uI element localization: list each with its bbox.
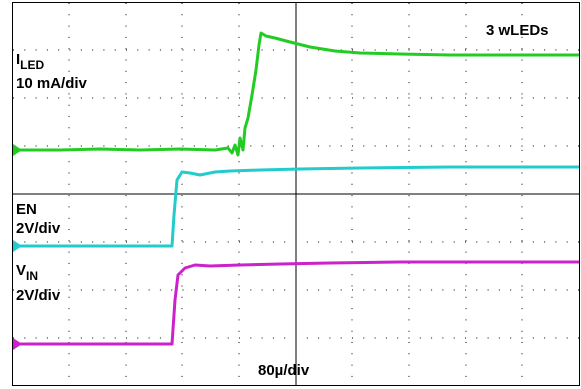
enable-trace <box>13 165 579 248</box>
channel-marker <box>13 144 22 156</box>
symbol: V <box>16 262 26 279</box>
time-scale: 80µ/div <box>258 362 310 379</box>
annotation: 3 wLEDs <box>486 22 549 39</box>
channel-marker <box>13 338 22 350</box>
channel-label: ILED <box>16 51 45 72</box>
channel-marker <box>13 240 22 252</box>
channel-scale: 2V/div <box>16 287 61 304</box>
channel-label: VIN <box>16 262 38 283</box>
input-voltage-trace <box>13 260 579 346</box>
channel-label: EN <box>16 201 37 218</box>
subscript: LED <box>20 58 44 72</box>
channel-scale: 10 mA/div <box>16 75 88 92</box>
symbol: I <box>16 51 20 68</box>
subscript: IN <box>26 269 38 283</box>
graticule <box>13 3 579 385</box>
channel-scale: 2V/div <box>16 220 61 237</box>
led-current-trace <box>13 31 579 157</box>
